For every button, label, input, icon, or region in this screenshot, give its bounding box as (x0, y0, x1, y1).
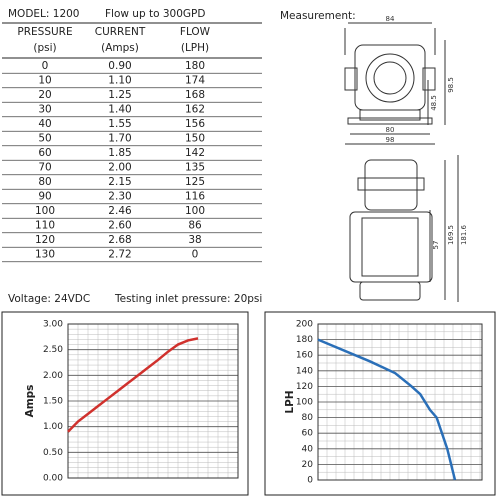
dimension-label: 80 (386, 126, 395, 134)
table-cell: 180 (185, 60, 205, 72)
y-axis-label: Amps (24, 385, 36, 418)
voltage: Voltage: 24VDC (8, 293, 90, 305)
table-cell: 2.60 (108, 220, 131, 232)
table-cell: 162 (185, 104, 205, 116)
table-cell: 130 (35, 249, 55, 261)
model: MODEL: 1200 (8, 8, 80, 20)
table-cell: 70 (38, 162, 51, 174)
table-cell: 142 (185, 147, 205, 159)
table-cell: 135 (185, 162, 205, 174)
table-cell: 2.15 (108, 176, 131, 188)
column-header: FLOW (180, 26, 211, 38)
table-cell: 100 (35, 205, 55, 217)
table-cell: 90 (38, 191, 51, 203)
table-cell: 120 (35, 234, 55, 246)
dimension-label: 84 (386, 15, 395, 23)
table-cell: 2.72 (108, 249, 131, 261)
table-cell: 100 (185, 205, 205, 217)
y-tick-label: 2.50 (43, 345, 63, 355)
flow-note: Flow up to 300GPD (105, 8, 205, 20)
column-unit: (LPH) (181, 42, 209, 54)
measurement-title: Measurement: (280, 10, 356, 22)
y-tick-label: 1.00 (43, 422, 63, 432)
table-cell: 1.85 (108, 147, 131, 159)
plot-border (317, 323, 483, 481)
table-cell: 1.25 (108, 89, 131, 101)
plot-border (67, 323, 239, 479)
table-cell: 2.30 (108, 191, 131, 203)
table-cell: 0 (192, 249, 199, 261)
table-cell: 1.55 (108, 118, 131, 130)
y-tick-label: 200 (296, 320, 313, 330)
table-cell: 1.40 (108, 104, 131, 116)
table-cell: 0.90 (108, 60, 131, 72)
y-tick-label: 2.00 (43, 371, 63, 381)
table-cell: 1.70 (108, 133, 131, 145)
y-tick-label: 140 (296, 366, 313, 376)
pump-drawing (344, 22, 459, 302)
data-line (317, 338, 457, 481)
data-line (67, 337, 199, 433)
table-cell: 116 (185, 191, 205, 203)
column-header: CURRENT (95, 26, 146, 38)
table-cell: 168 (185, 89, 205, 101)
dimension-label: 48.5 (430, 95, 438, 111)
dimension-label: 181.6 (460, 224, 468, 245)
y-tick-label: 0.00 (43, 474, 63, 484)
chart-frame (264, 311, 496, 496)
y-axis-label: LPH (284, 390, 296, 413)
column-unit: (Amps) (101, 42, 139, 54)
table-cell: 125 (185, 176, 205, 188)
y-tick-label: 3.00 (43, 320, 63, 330)
table-cell: 30 (38, 104, 51, 116)
y-tick-label: 100 (296, 398, 313, 408)
y-tick-label: 0 (307, 476, 313, 486)
column-header: PRESSURE (17, 26, 72, 38)
dimension-label: 57 (432, 241, 440, 250)
y-tick-label: 160 (296, 351, 313, 361)
y-tick-label: 120 (296, 382, 313, 392)
y-tick-label: 20 (302, 460, 314, 470)
chart-frame (1, 311, 249, 496)
table-cell: 38 (188, 234, 201, 246)
table-cell: 40 (38, 118, 51, 130)
y-tick-label: 40 (302, 444, 314, 454)
table-cell: 174 (185, 75, 205, 87)
dimension-label: 169.5 (447, 225, 455, 245)
y-tick-label: 0.50 (43, 448, 63, 458)
table-cell: 2.00 (108, 162, 131, 174)
dimension-label: 98.5 (447, 77, 455, 93)
table-cell: 156 (185, 118, 205, 130)
table-cell: 50 (38, 133, 51, 145)
inlet-pressure: Testing inlet pressure: 20psi (114, 293, 262, 305)
table-cell: 2.46 (108, 205, 132, 217)
table-cell: 0 (42, 60, 49, 72)
table-cell: 150 (185, 133, 205, 145)
table-cell: 20 (38, 89, 51, 101)
table-cell: 86 (188, 220, 202, 232)
table-cell: 2.68 (108, 234, 131, 246)
y-tick-label: 80 (302, 413, 314, 423)
dimension-label: 98 (386, 136, 395, 144)
table-cell: 110 (35, 220, 55, 232)
table-cell: 80 (38, 176, 51, 188)
y-tick-label: 180 (296, 335, 313, 345)
y-tick-label: 60 (302, 429, 314, 439)
table-cell: 60 (38, 147, 51, 159)
y-tick-label: 1.50 (43, 397, 63, 407)
table-cell: 1.10 (108, 75, 131, 87)
column-unit: (psi) (33, 42, 56, 54)
table-cell: 10 (38, 75, 51, 87)
